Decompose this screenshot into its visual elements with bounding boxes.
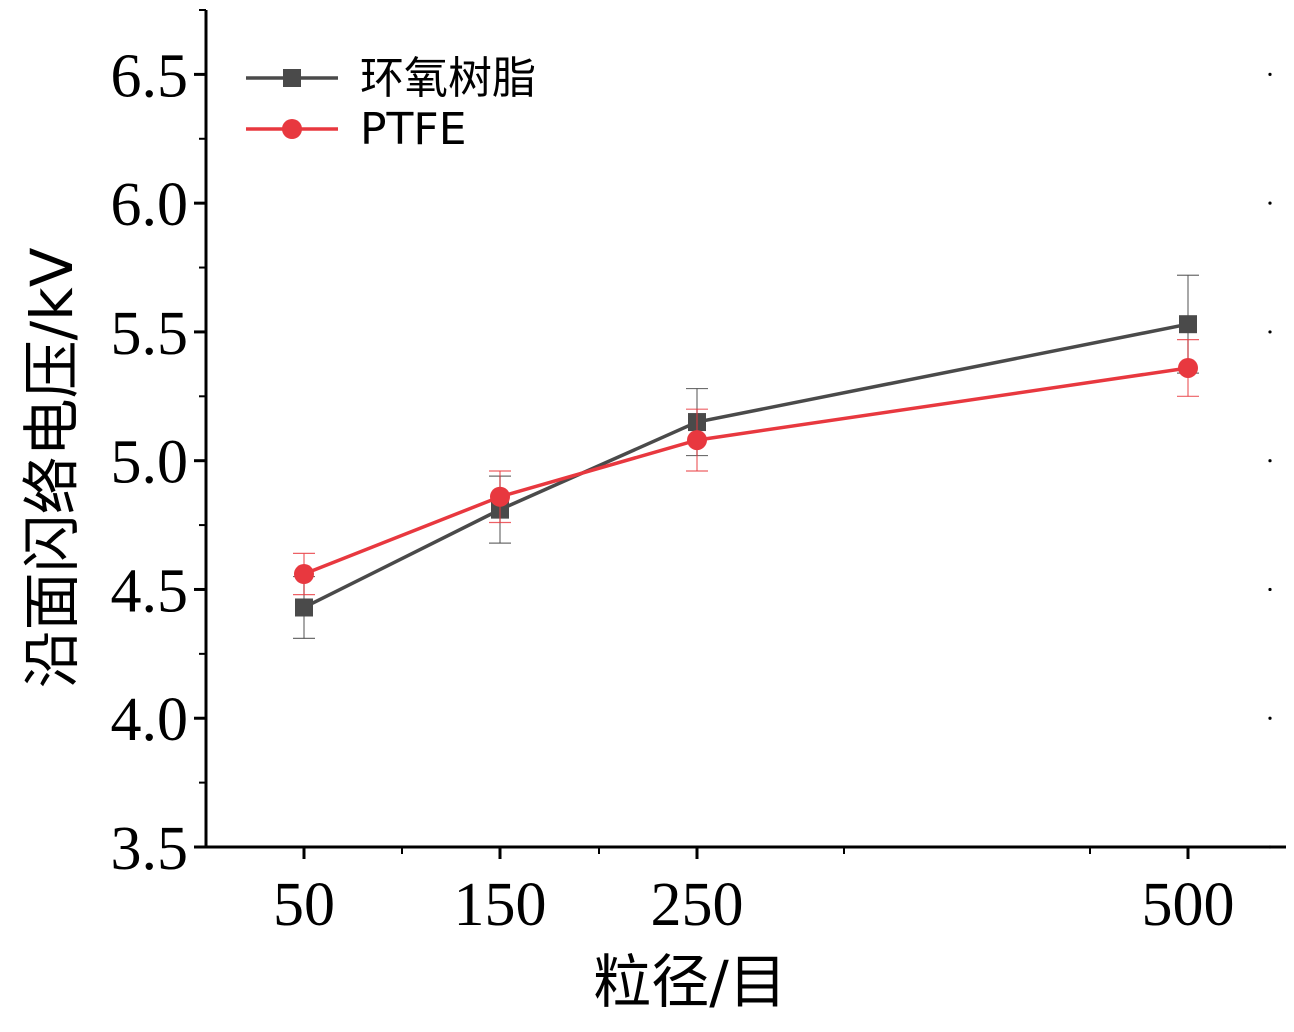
data-point [490,486,510,507]
right-tick-dot [1268,330,1272,334]
right-tick-dot [1268,587,1272,592]
data-point [1179,315,1197,334]
y-tick-label: 5.5 [111,300,189,368]
legend-item: PTFE [246,104,467,155]
right-tick-dot [1268,716,1272,720]
series-layer [293,274,1199,639]
legend-marker [283,69,301,87]
series-epoxy [293,274,1199,639]
y-axis-title: 沿面闪络电压/kV [18,247,86,688]
x-tick-label: 50 [273,871,335,939]
series-line [303,366,1189,576]
legend-marker [282,119,302,139]
y-tick-label: 4.5 [111,557,189,625]
y-tick-label: 5.0 [111,429,189,497]
x-axis-ticks: 50 150 250 500 [273,847,1235,939]
legend-label: PTFE [360,104,467,155]
x-axis-title: 粒径/目 [593,948,787,1016]
y-axis-ticks: 3.5 4.0 4.5 5.0 5.5 6.0 6.5 [111,9,1272,883]
data-point [1178,357,1198,378]
data-point [294,564,314,585]
axes [204,10,1286,849]
x-tick-label: 250 [651,871,744,939]
right-tick-dot [1268,845,1272,849]
right-tick-dot [1268,201,1272,205]
right-tick-dot [1268,459,1272,463]
y-tick-label: 6.0 [111,171,189,239]
legend-label: 环氧树脂 [360,53,536,104]
y-tick-label: 3.5 [111,815,189,883]
legend-item: 环氧树脂 [246,53,536,104]
series-ptfe [293,339,1199,596]
series-line [303,322,1189,610]
right-tick-dot [1268,72,1272,76]
x-tick-label: 500 [1142,871,1235,939]
data-point [687,430,707,451]
y-tick-label: 6.5 [111,42,189,110]
x-tick-label: 150 [454,871,547,939]
data-point [295,598,313,617]
y-tick-label: 4.0 [111,686,189,754]
